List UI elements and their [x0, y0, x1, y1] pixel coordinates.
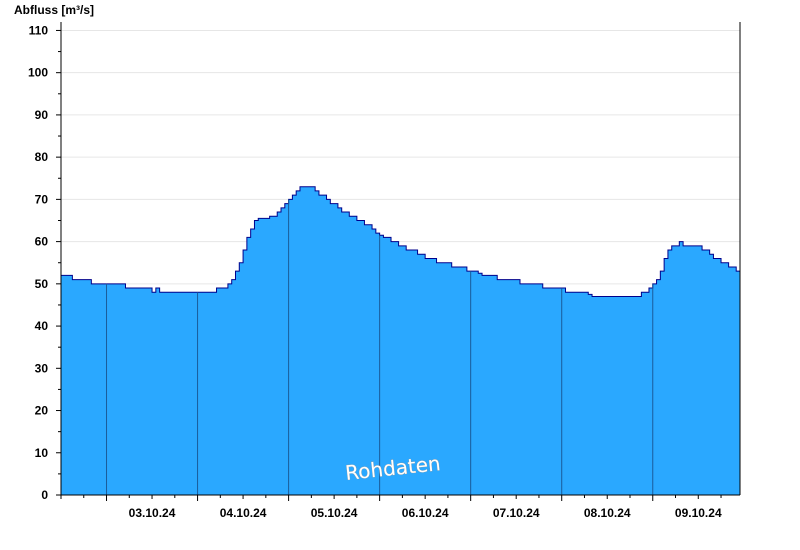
y-tick-label-110: 110	[29, 23, 49, 37]
y-tick-label-0: 0	[41, 488, 48, 502]
x-tick-label-4: 07.10.24	[493, 506, 540, 520]
y-tick-label-10: 10	[35, 446, 49, 460]
x-tick-label-0: 03.10.24	[129, 506, 176, 520]
y-ticks: 0 10 20 30 40 50 60 70 80 90 100 110	[28, 23, 61, 502]
y-tick-label-30: 30	[35, 361, 49, 375]
day-dividers	[106, 199, 654, 495]
discharge-line	[61, 186, 740, 298]
y-tick-label-60: 60	[35, 235, 49, 249]
axes	[60, 22, 741, 496]
y-tick-label-40: 40	[35, 319, 49, 333]
y-tick-label-80: 80	[35, 150, 49, 164]
x-tick-label-2: 05.10.24	[311, 506, 358, 520]
discharge-area	[61, 186, 740, 495]
y-axis-label: Abfluss [m³/s]	[14, 3, 94, 17]
y-tick-label-20: 20	[35, 404, 49, 418]
x-ticks: 03.10.24 04.10.24 05.10.24 06.10.24 07.10.24…	[60, 495, 722, 520]
y-tick-label-90: 90	[35, 108, 49, 122]
x-tick-label-1: 04.10.24	[220, 506, 267, 520]
y-tick-label-70: 70	[35, 192, 49, 206]
y-tick-label-50: 50	[35, 277, 49, 291]
x-tick-label-5: 08.10.24	[584, 506, 631, 520]
y-tick-label-100: 100	[28, 66, 48, 80]
x-tick-label-6: 09.10.24	[675, 506, 722, 520]
x-tick-label-3: 06.10.24	[402, 506, 449, 520]
